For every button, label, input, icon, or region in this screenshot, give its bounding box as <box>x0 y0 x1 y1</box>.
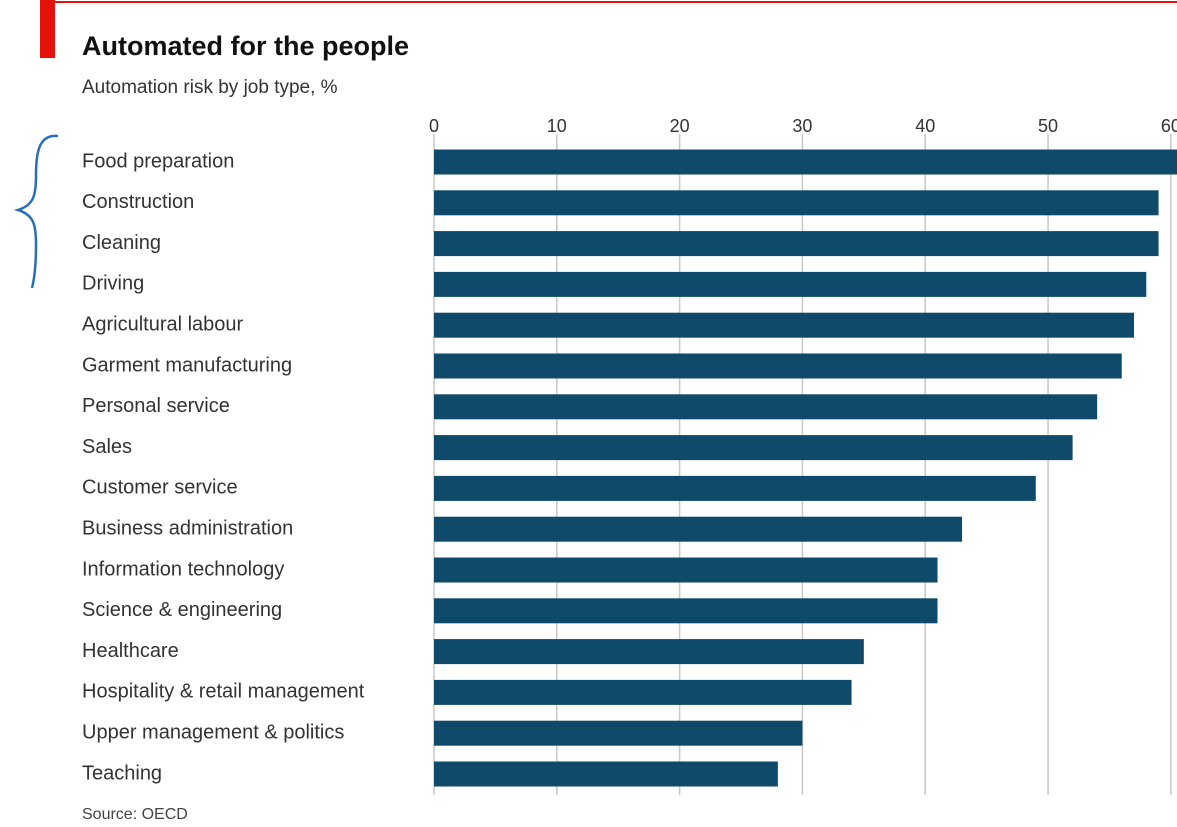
source-note: Source: OECD <box>82 806 188 823</box>
bar <box>434 394 1098 420</box>
bar <box>434 557 938 583</box>
bar <box>434 312 1135 338</box>
y-tick-label: Business administration <box>82 517 293 539</box>
chart-subtitle: Automation risk by job type, % <box>82 77 338 98</box>
x-tick-label: 30 <box>792 116 812 136</box>
bar <box>434 231 1159 257</box>
bar <box>434 271 1147 297</box>
x-tick-label: 0 <box>429 116 439 136</box>
y-tick-label: Upper management & politics <box>82 721 344 743</box>
bar <box>434 190 1159 216</box>
bar <box>434 639 864 665</box>
y-tick-label: Personal service <box>82 395 230 417</box>
bar <box>434 679 852 705</box>
y-tick-label: Cleaning <box>82 232 161 254</box>
y-tick-label: Information technology <box>82 558 284 580</box>
y-tick-label: Agricultural labour <box>82 313 244 335</box>
y-tick-label: Sales <box>82 436 132 458</box>
x-tick-label: 40 <box>915 116 935 136</box>
x-tick-label: 10 <box>547 116 567 136</box>
x-tick-label: 60 <box>1161 116 1177 136</box>
bar <box>434 353 1122 379</box>
hand-brace <box>13 134 59 289</box>
y-tick-label: Construction <box>82 191 194 213</box>
x-tick-label: 50 <box>1038 116 1058 136</box>
x-tick-label: 20 <box>670 116 690 136</box>
bar <box>434 761 778 787</box>
bar <box>434 435 1073 461</box>
y-tick-label: Hospitality & retail management <box>82 681 365 703</box>
y-tick-label: Customer service <box>82 477 238 499</box>
bar <box>434 149 1177 175</box>
y-tick-label: Driving <box>82 273 144 295</box>
y-tick-label: Science & engineering <box>82 599 282 621</box>
bar <box>434 720 803 746</box>
bar <box>434 516 963 542</box>
bar <box>434 598 938 624</box>
bar <box>434 475 1036 501</box>
chart-title: Automated for the people <box>82 31 409 61</box>
accent-bar <box>40 0 55 58</box>
y-tick-label: Food preparation <box>82 150 234 172</box>
y-tick-label: Garment manufacturing <box>82 354 292 376</box>
y-tick-label: Healthcare <box>82 640 179 662</box>
y-tick-label: Teaching <box>82 762 162 784</box>
